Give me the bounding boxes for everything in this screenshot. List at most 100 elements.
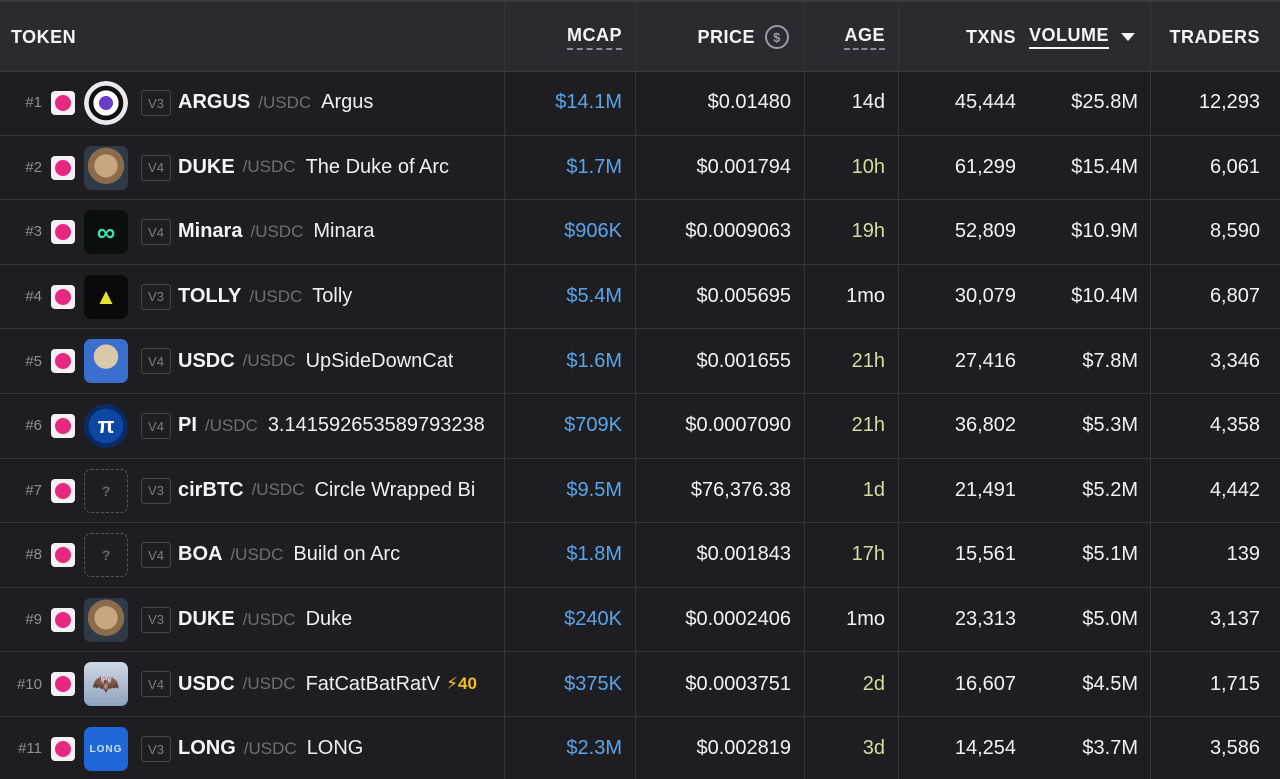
col-mcap[interactable]: MCAP — [505, 2, 622, 72]
token-symbol: Minara — [178, 220, 243, 243]
token-name-group[interactable]: TOLLY /USDC Tolly — [178, 265, 500, 329]
table-row[interactable]: #3 ∞ V4 Minara /USDC Minara $906K $0.000… — [0, 200, 1280, 265]
age-value: 14d — [851, 91, 885, 114]
price-value: $0.0003751 — [685, 672, 791, 695]
col-age[interactable]: AGE — [806, 2, 885, 72]
token-full-name: Tolly — [312, 285, 353, 308]
pool-version-badge: V4 — [141, 348, 171, 375]
token-name-group[interactable]: ARGUS /USDC Argus — [178, 71, 500, 135]
table-row[interactable]: #4 ▲ V3 TOLLY /USDC Tolly $5.4M $0.00569… — [0, 265, 1280, 330]
mcap-value: $709K — [564, 414, 622, 437]
token-symbol: PI — [178, 414, 197, 437]
token-name-group[interactable]: USDC /USDC FatCatBatRatV ⚡40 — [178, 652, 500, 716]
token-logo-dog-icon — [84, 597, 128, 642]
token-logo-dog-icon — [84, 145, 128, 190]
txns-value: 30,079 — [954, 285, 1016, 308]
dex-badge-icon — [51, 607, 75, 632]
rank: #1 — [25, 94, 42, 112]
age-value: 21h — [851, 414, 885, 437]
token-full-name: Circle Wrapped Bi — [314, 478, 476, 501]
age-value: 3d — [862, 737, 885, 760]
token-logo-placeholder: ? — [84, 468, 128, 513]
age-value: 10h — [851, 155, 885, 178]
dex-badge-icon — [51, 478, 75, 503]
table-row[interactable]: #6 π V4 PI /USDC 3.141592653589793238 $7… — [0, 394, 1280, 459]
pool-version-badge: V3 — [141, 736, 171, 762]
token-name-group[interactable]: DUKE /USDC Duke — [178, 588, 500, 652]
age-value: 1mo — [846, 285, 885, 308]
age-value: 19h — [851, 220, 885, 243]
token-logo-cat-icon — [84, 339, 128, 384]
col-price-label: PRICE — [697, 26, 755, 47]
token-full-name: Duke — [305, 608, 353, 631]
pool-version-badge: V4 — [141, 413, 171, 439]
token-symbol: LONG — [178, 737, 236, 760]
token-name-group[interactable]: DUKE /USDC The Duke of Arc — [178, 136, 500, 200]
logo-text: LONG — [89, 743, 123, 755]
volume-value: $10.4M — [1071, 285, 1138, 308]
col-token-label: TOKEN — [11, 26, 77, 47]
token-full-name: UpSideDownCat — [305, 349, 454, 372]
table-row[interactable]: #9 V3 DUKE /USDC Duke $240K $0.0002406 1… — [0, 588, 1280, 653]
token-name-group[interactable]: PI /USDC 3.141592653589793238 — [178, 394, 500, 458]
token-name-group[interactable]: BOA /USDC Build on Arc — [178, 523, 500, 587]
token-name-group[interactable]: LONG /USDC LONG — [178, 717, 500, 779]
token-symbol: USDC — [178, 672, 235, 695]
price-value: $0.001843 — [696, 543, 791, 566]
token-symbol: ARGUS — [178, 91, 251, 114]
col-traders[interactable]: TRADERS — [1152, 2, 1260, 72]
txns-value: 61,299 — [954, 155, 1016, 178]
quote-pair: /USDC — [242, 674, 296, 694]
col-txns[interactable]: TXNS — [900, 2, 1016, 72]
token-name-group[interactable]: cirBTC /USDC Circle Wrapped Bi — [178, 459, 500, 523]
volume-value: $7.8M — [1082, 349, 1138, 372]
token-name-group[interactable]: Minara /USDC Minara — [178, 200, 500, 264]
volume-value: $15.4M — [1071, 155, 1138, 178]
txns-value: 36,802 — [954, 414, 1016, 437]
quote-pair: /USDC — [258, 92, 312, 112]
table-row[interactable]: #5 V4 USDC /USDC UpSideDownCat $1.6M $0.… — [0, 329, 1280, 394]
dex-badge-icon — [51, 414, 75, 438]
quote-pair: /USDC — [250, 221, 304, 241]
col-token[interactable]: TOKEN — [11, 2, 131, 72]
traders-value: 8,590 — [1209, 220, 1260, 243]
token-full-name: The Duke of Arc — [305, 155, 449, 178]
col-traders-label: TRADERS — [1169, 26, 1260, 47]
price-value: $0.001655 — [696, 349, 791, 372]
col-volume[interactable]: VOLUME — [1028, 2, 1135, 72]
sort-desc-icon[interactable] — [1121, 33, 1135, 41]
quote-pair: /USDC — [249, 286, 303, 306]
dex-badge-icon — [51, 737, 75, 761]
traders-value: 1,715 — [1209, 672, 1260, 695]
mcap-value: $1.7M — [566, 155, 622, 178]
table-row[interactable]: #8 ? V4 BOA /USDC Build on Arc $1.8M $0.… — [0, 523, 1280, 588]
txns-value: 45,444 — [954, 91, 1016, 114]
age-value: 2d — [862, 672, 885, 695]
token-symbol: cirBTC — [178, 478, 244, 501]
col-txns-label: TXNS — [965, 26, 1016, 47]
pool-version-badge: V4 — [141, 542, 171, 569]
token-name-group[interactable]: USDC /USDC UpSideDownCat — [178, 329, 500, 393]
token-logo-batcat-icon: 🦇 — [84, 662, 128, 707]
token-full-name: FatCatBatRatV — [305, 672, 441, 695]
txns-value: 14,254 — [954, 737, 1016, 760]
quote-pair: /USDC — [251, 480, 305, 500]
pool-version-badge: V4 — [141, 154, 171, 181]
mcap-value: $5.4M — [566, 285, 622, 308]
table-row[interactable]: #10 🦇 V4 USDC /USDC FatCatBatRatV ⚡40 $3… — [0, 652, 1280, 717]
mcap-value: $1.6M — [566, 349, 622, 372]
age-value: 1d — [862, 478, 885, 501]
quote-pair: /USDC — [230, 544, 284, 564]
col-price[interactable]: PRICE $ — [636, 2, 789, 72]
rank: #8 — [25, 546, 42, 564]
table-row[interactable]: #7 ? V3 cirBTC /USDC Circle Wrapped Bi $… — [0, 459, 1280, 524]
dollar-toggle-icon[interactable]: $ — [765, 25, 789, 49]
traders-value: 139 — [1226, 543, 1260, 566]
rank: #11 — [18, 740, 42, 758]
token-logo-long-icon: LONG — [84, 727, 128, 771]
table-row[interactable]: #1 V3 ARGUS /USDC Argus $14.1M $0.01480 … — [0, 71, 1280, 136]
table-row[interactable]: #11 LONG V3 LONG /USDC LONG $2.3M $0.002… — [0, 717, 1280, 779]
table-row[interactable]: #2 V4 DUKE /USDC The Duke of Arc $1.7M $… — [0, 136, 1280, 201]
token-symbol: TOLLY — [178, 285, 242, 308]
